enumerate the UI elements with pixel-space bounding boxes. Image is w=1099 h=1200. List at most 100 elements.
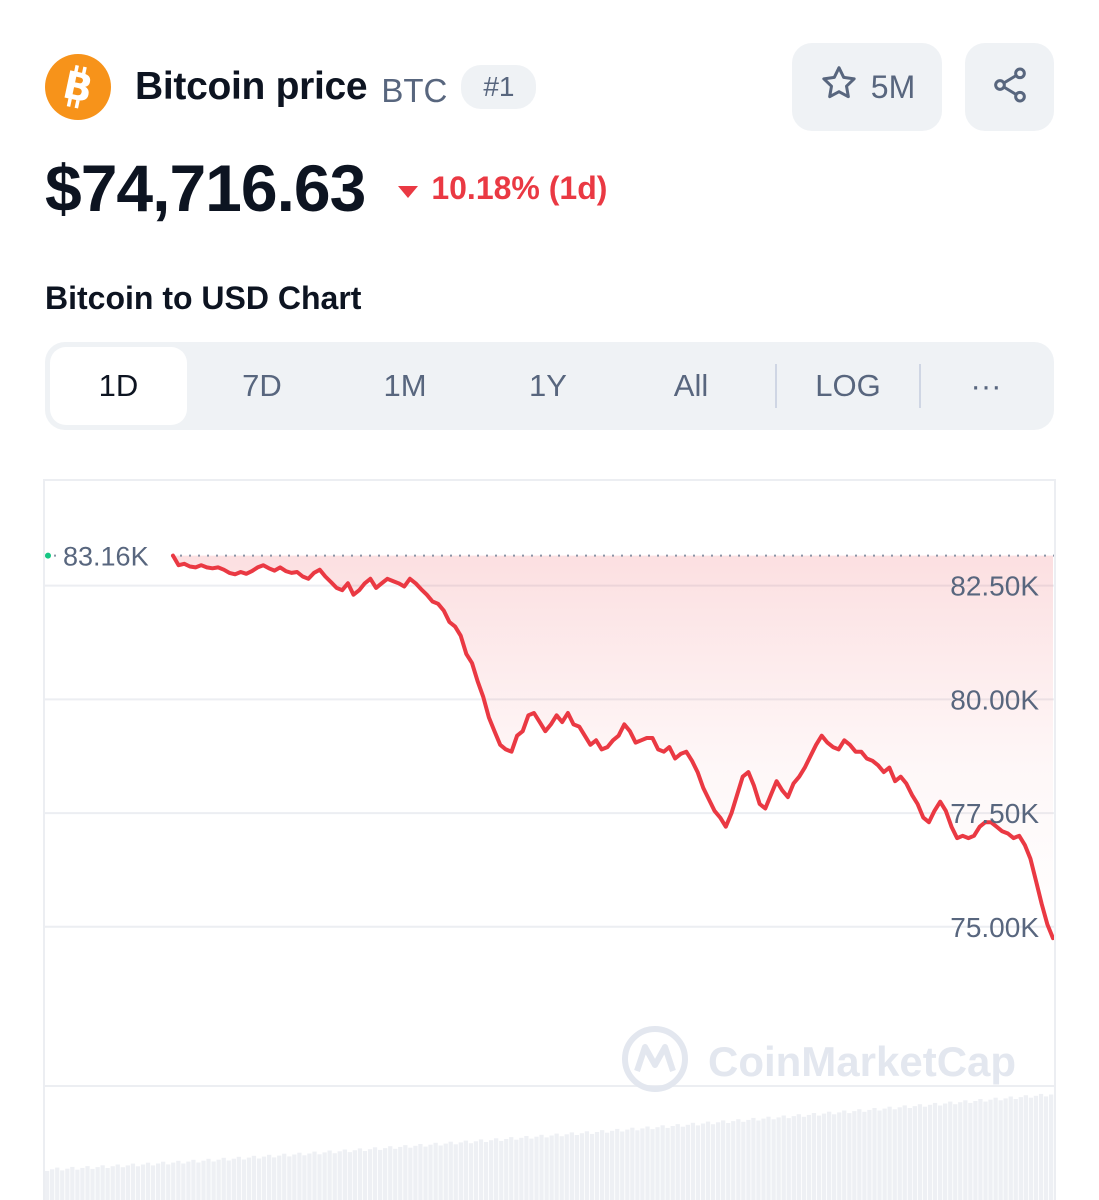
volume-bar <box>902 1105 907 1200</box>
volume-bars <box>45 1093 1054 1200</box>
volume-bar <box>867 1109 872 1200</box>
volume-bar <box>367 1149 373 1200</box>
volume-bar <box>287 1156 292 1200</box>
volume-bar <box>670 1126 675 1200</box>
volume-bar <box>610 1130 615 1200</box>
tab-1d[interactable]: 1D <box>50 347 187 425</box>
volume-bar <box>332 1153 337 1200</box>
volume-bar <box>292 1154 297 1200</box>
volume-bar <box>559 1136 564 1200</box>
volume-bar <box>827 1111 832 1200</box>
volume-bar <box>917 1104 923 1200</box>
volume-bar <box>95 1167 100 1200</box>
volume-bar <box>695 1125 701 1200</box>
volume-bar <box>721 1120 726 1200</box>
volume-bar <box>75 1169 80 1200</box>
open-price-dot <box>45 552 51 559</box>
volume-bar <box>912 1106 917 1200</box>
volume-bar <box>640 1128 645 1200</box>
volume-bar <box>362 1151 368 1200</box>
volume-bar <box>448 1141 453 1200</box>
volume-bar <box>150 1165 156 1200</box>
y-tick-label: 82.50K <box>950 571 1039 602</box>
watchlist-button[interactable]: 5M <box>792 43 942 131</box>
volume-bar <box>791 1116 796 1200</box>
volume-bar <box>145 1162 151 1200</box>
volume-bar <box>685 1124 690 1200</box>
tab-all[interactable]: All <box>673 368 709 403</box>
volume-bar <box>130 1163 136 1200</box>
volume-bar <box>620 1131 625 1200</box>
volume-bar <box>398 1146 403 1200</box>
volume-bar <box>443 1143 448 1200</box>
volume-bar <box>50 1169 55 1200</box>
volume-bar <box>161 1161 166 1200</box>
volume-bar <box>665 1127 670 1200</box>
volume-bar <box>65 1168 70 1200</box>
volume-bar <box>973 1101 978 1200</box>
more-options-button[interactable]: ··· <box>970 368 1002 403</box>
volume-bar <box>463 1140 468 1200</box>
volume-bar <box>494 1138 499 1200</box>
volume-bar <box>272 1157 277 1200</box>
volume-bar <box>605 1132 610 1200</box>
tab-7d[interactable]: 7D <box>242 368 282 403</box>
timeframe-tabs: 1D 7D 1M 1Y All LOG ··· <box>45 342 1054 430</box>
volume-bar <box>589 1133 595 1200</box>
volume-bar <box>418 1144 423 1200</box>
volume-bar <box>655 1127 660 1200</box>
tab-1y[interactable]: 1Y <box>529 368 567 403</box>
volume-bar <box>85 1166 90 1200</box>
share-button[interactable] <box>965 43 1054 131</box>
volume-bar <box>1028 1097 1034 1200</box>
volume-bar <box>943 1103 948 1200</box>
tab-log[interactable]: LOG <box>815 368 881 403</box>
price-chart[interactable]: CoinMarketCap 83.16K 82.50K 80.00K 77.50K 7… <box>43 479 1056 1200</box>
volume-bar <box>529 1138 534 1200</box>
volume-bar <box>594 1132 600 1200</box>
volume-bar <box>847 1113 852 1200</box>
volume-bar <box>716 1122 721 1200</box>
volume-bar <box>423 1146 428 1200</box>
volume-bar <box>206 1158 211 1200</box>
volume-bar <box>60 1170 65 1200</box>
volume-bar <box>393 1148 398 1200</box>
volume-bar <box>428 1144 433 1200</box>
volume-bar <box>554 1133 559 1200</box>
volume-bar <box>953 1104 958 1200</box>
volume-bar <box>801 1116 807 1200</box>
volume-bar <box>307 1153 312 1200</box>
coin-symbol: BTC <box>381 72 448 109</box>
volume-bar <box>241 1159 247 1200</box>
volume-bar <box>246 1157 252 1200</box>
price-change-text: 10.18% (1d) <box>431 169 608 206</box>
volume-bar <box>1033 1095 1039 1200</box>
volume-bar <box>1008 1096 1013 1200</box>
volume-bar <box>983 1101 988 1200</box>
tab-1m[interactable]: 1M <box>383 368 427 403</box>
volume-bar <box>534 1136 539 1200</box>
volume-bar <box>156 1163 161 1200</box>
volume-bar <box>615 1128 620 1200</box>
volume-bar <box>458 1142 463 1200</box>
y-tick-label: 75.00K <box>950 912 1039 943</box>
volume-bar <box>514 1139 519 1200</box>
volume-bar <box>80 1167 85 1200</box>
volume-bar <box>1013 1099 1018 1200</box>
volume-bar <box>322 1152 327 1200</box>
volume-bar <box>625 1129 630 1200</box>
coinmarketcap-watermark: CoinMarketCap <box>622 1026 1016 1092</box>
volume-bar <box>811 1113 817 1200</box>
volume-bar <box>630 1127 635 1200</box>
volume-bar <box>489 1140 494 1200</box>
volume-bar <box>478 1139 484 1200</box>
volume-bar <box>509 1137 514 1200</box>
volume-bar <box>352 1150 357 1200</box>
volume-bar <box>297 1152 302 1200</box>
volume-bar <box>468 1143 474 1200</box>
volume-bar <box>196 1162 201 1200</box>
bitcoin-icon: B <box>45 54 111 120</box>
volume-bar <box>705 1121 711 1200</box>
volume-bar <box>675 1124 680 1200</box>
volume-bar <box>958 1102 963 1200</box>
